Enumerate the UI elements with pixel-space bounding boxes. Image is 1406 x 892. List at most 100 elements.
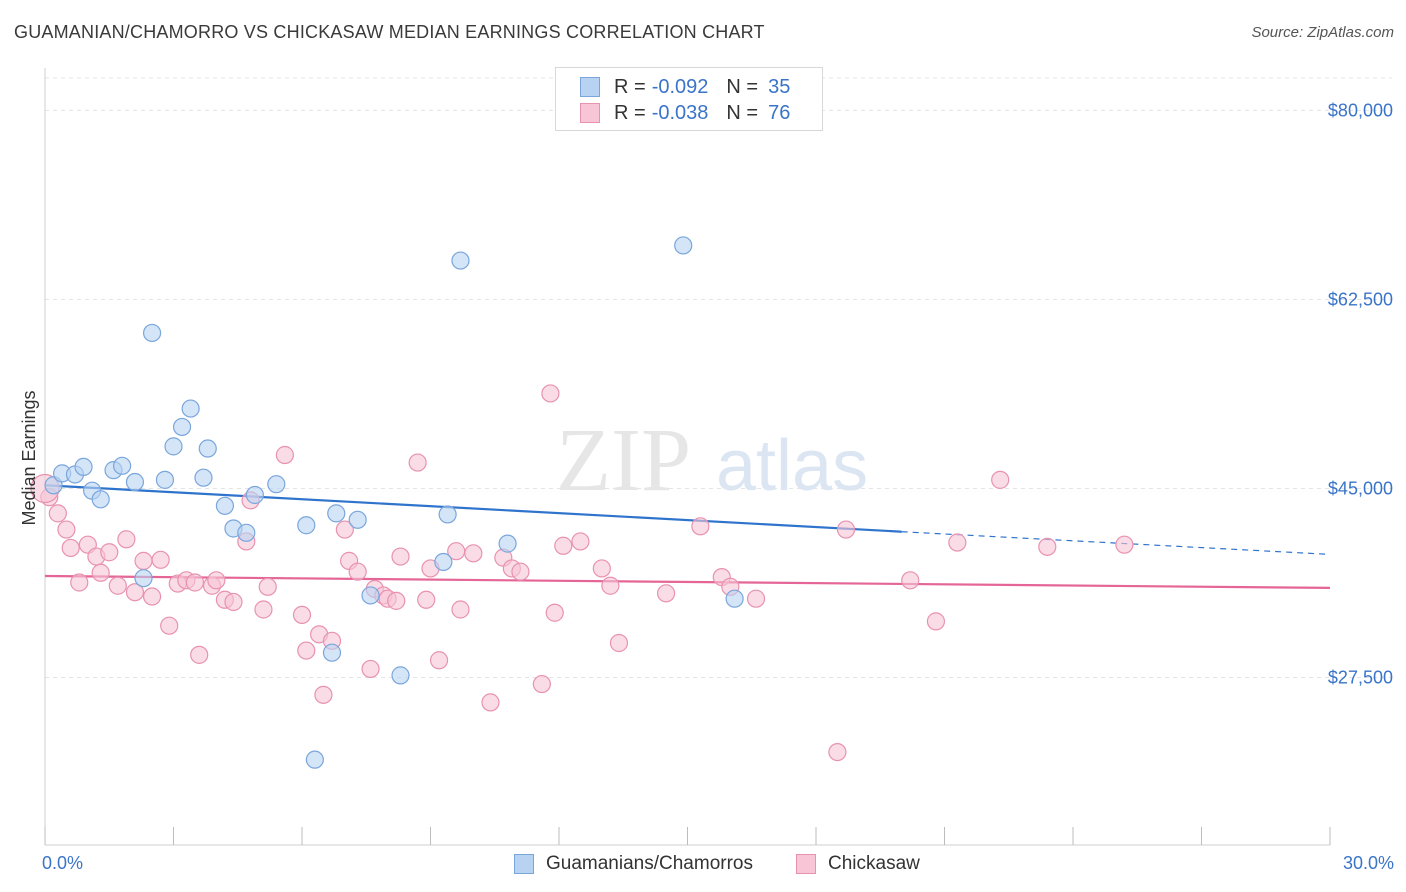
bottom-legend-label-chickasaw: Chickasaw [828, 853, 920, 874]
legend-n-value: 76 [768, 101, 791, 124]
y-tick-label: $45,000 [1328, 479, 1393, 499]
point-chickasaw [275, 445, 294, 465]
point-chickasaw [417, 590, 436, 609]
point-chickasaw [554, 536, 573, 555]
point-chickasaw [185, 573, 205, 592]
point-chickasaw [901, 571, 920, 590]
point-chickasaw [656, 584, 676, 603]
point-guamanian [674, 236, 693, 255]
point-chickasaw [57, 520, 76, 539]
axes [44, 68, 1331, 846]
point-chickasaw [511, 562, 530, 581]
point-chickasaw [926, 612, 946, 631]
bottom-legend-label-guamanian: Guamanians/Chamorros [546, 853, 753, 874]
point-chickasaw [100, 543, 119, 562]
chart-title: GUAMANIAN/CHAMORRO VS CHICKASAW MEDIAN E… [14, 22, 765, 42]
point-chickasaw [224, 592, 243, 612]
point-chickasaw [117, 530, 136, 549]
point-guamanian [74, 457, 93, 477]
point-guamanian [725, 589, 744, 608]
point-guamanian [498, 534, 517, 553]
point-chickasaw [348, 562, 367, 581]
point-chickasaw [91, 563, 110, 582]
point-chickasaw [451, 600, 470, 619]
point-guamanian [348, 510, 367, 529]
legend-n-label: N = [726, 75, 759, 98]
point-chickasaw [391, 547, 410, 566]
point-chickasaw [836, 520, 856, 539]
point-guamanian [451, 251, 470, 270]
point-guamanian [237, 523, 256, 542]
point-chickasaw [61, 538, 80, 558]
point-chickasaw [134, 551, 153, 570]
point-chickasaw [207, 571, 226, 590]
legend-r-label: R = [614, 101, 646, 124]
point-chickasaw [948, 533, 967, 552]
source-label: Source: ZipAtlas.com [1251, 24, 1394, 41]
y-tick-label: $62,500 [1328, 289, 1393, 309]
point-chickasaw [190, 645, 209, 664]
point-chickasaw [48, 504, 67, 523]
point-guamanian [305, 750, 324, 769]
point-chickasaw [387, 591, 406, 610]
point-chickasaw [70, 573, 89, 592]
y-axis-label: Median Earnings [19, 390, 39, 525]
legend-r-value: -0.092 [651, 75, 709, 98]
point-chickasaw [691, 517, 710, 536]
point-chickasaw [142, 587, 162, 606]
bottom-legend-swatch-pink [796, 854, 816, 874]
point-chickasaw [592, 559, 611, 578]
x-axis-max-label: 30.0% [1342, 853, 1394, 873]
point-chickasaw [571, 532, 590, 551]
point-chickasaw [254, 600, 273, 619]
point-chickasaw [151, 550, 170, 569]
point-guamanian [245, 485, 264, 505]
bottom-legend-chickasaw: Chickasaw [796, 852, 920, 876]
point-guamanian [391, 666, 410, 685]
correlation-legend: R = -0.092 N = 35 R = -0.038 N = 76 [555, 67, 823, 131]
point-chickasaw [314, 685, 333, 704]
watermark-zip: ZIP [556, 411, 691, 510]
data-points [30, 236, 1134, 769]
point-guamanian [322, 643, 342, 662]
point-guamanian [164, 437, 183, 456]
point-chickasaw [1038, 537, 1057, 556]
point-chickasaw [464, 544, 483, 563]
legend-row-guamanian: R = -0.092 N = 35 [580, 75, 790, 99]
point-guamanian [172, 417, 192, 437]
point-chickasaw [335, 520, 354, 539]
legend-r-label: R = [614, 75, 646, 98]
point-guamanian [181, 399, 200, 418]
point-chickasaw [609, 633, 629, 653]
legend-n-value: 35 [768, 75, 791, 98]
point-guamanian [215, 496, 234, 515]
point-chickasaw [601, 576, 620, 595]
point-guamanian [91, 490, 110, 509]
x-axis-min-label: 0.0% [42, 853, 84, 873]
y-tick-labels: $27,500 $45,000 $62,500 $80,000 [1328, 100, 1393, 687]
point-chickasaw [828, 742, 847, 762]
point-guamanian [112, 456, 132, 475]
trend-line-chickasaw [44, 574, 1331, 589]
legend-n-label: N = [726, 101, 759, 124]
point-chickasaw [160, 616, 179, 635]
point-chickasaw [125, 583, 145, 602]
point-guamanian [438, 505, 457, 524]
point-chickasaw [481, 693, 500, 712]
point-guamanian [155, 470, 175, 489]
point-chickasaw [545, 603, 564, 622]
legend-swatch-blue [580, 77, 600, 97]
point-chickasaw [1115, 535, 1134, 554]
point-guamanian [134, 569, 153, 588]
legend-row-chickasaw: R = -0.038 N = 76 [580, 101, 790, 125]
point-guamanian [194, 468, 213, 487]
point-chickasaw [408, 453, 427, 472]
watermark-atlas: atlas [716, 426, 868, 506]
point-guamanian [297, 516, 316, 535]
bottom-legend-swatch-blue [514, 854, 534, 874]
point-guamanian [142, 323, 162, 343]
point-chickasaw [108, 576, 127, 595]
legend-r-value: -0.038 [651, 101, 709, 124]
point-guamanian [434, 552, 453, 572]
